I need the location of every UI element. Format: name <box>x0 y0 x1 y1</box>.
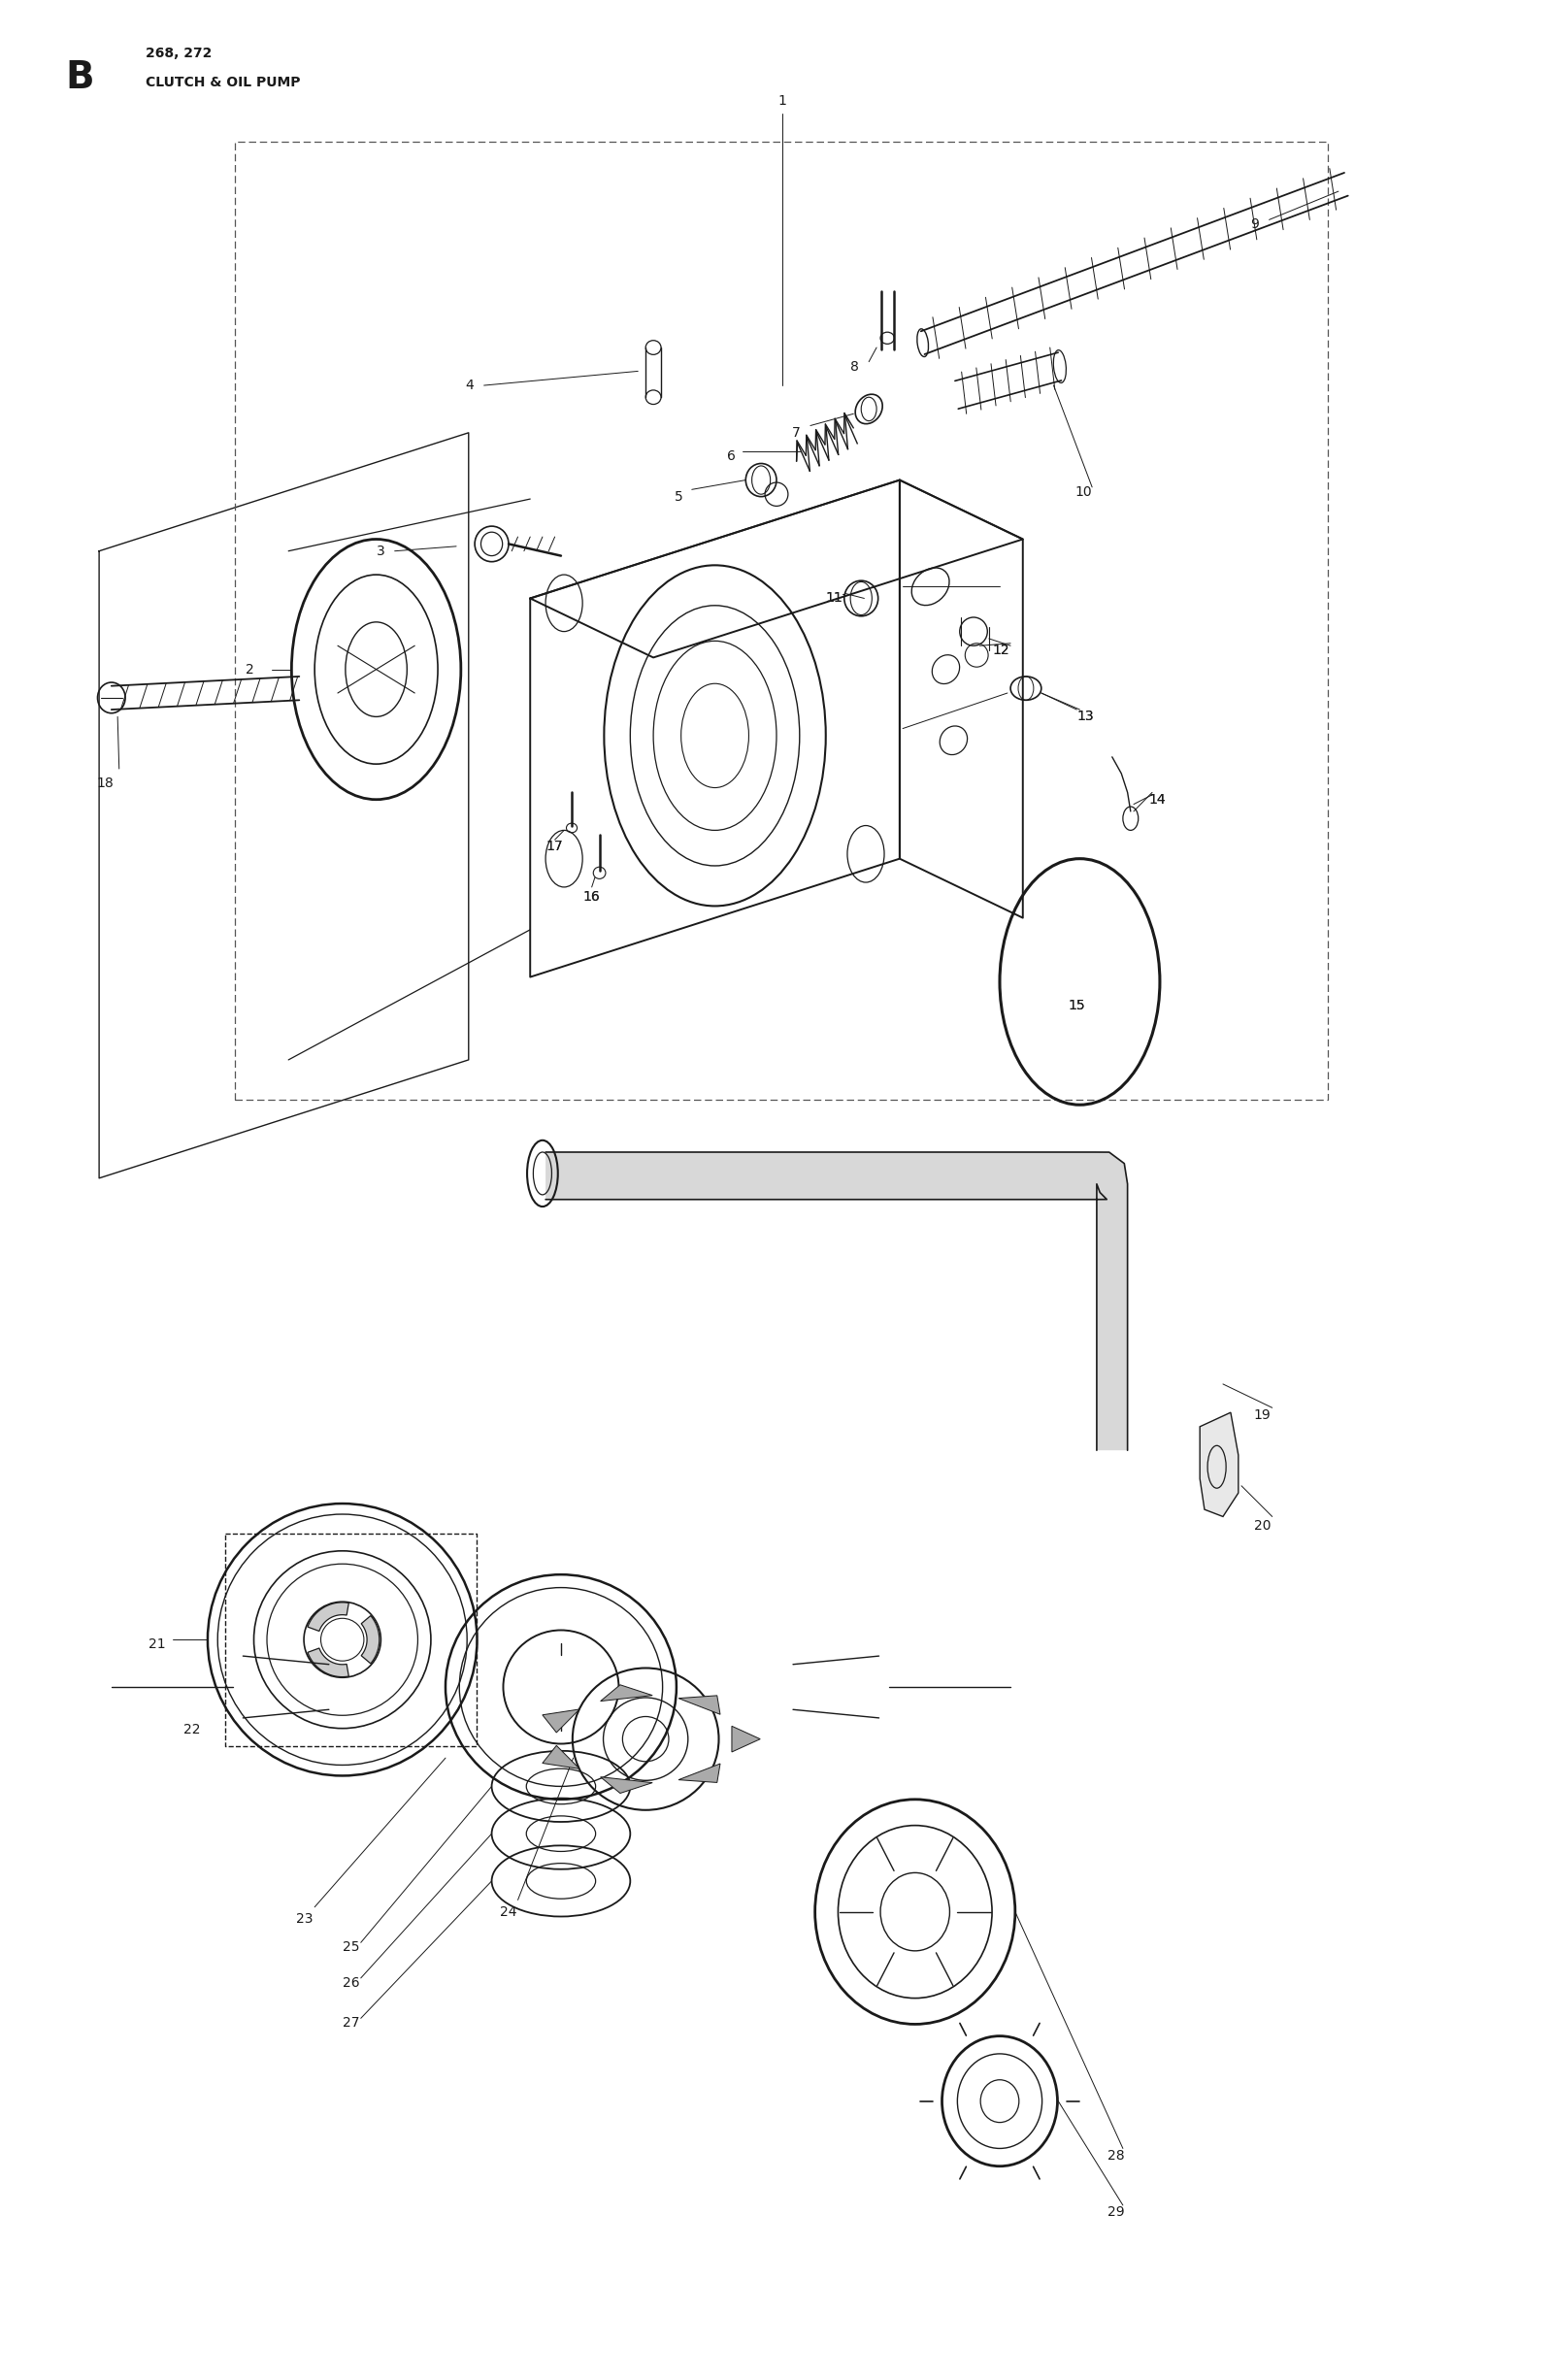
Text: 11: 11 <box>826 593 843 605</box>
Text: 1: 1 <box>778 95 787 107</box>
Polygon shape <box>362 1616 379 1664</box>
Text: 12: 12 <box>992 643 1009 657</box>
Text: 22: 22 <box>183 1723 200 1737</box>
Text: 27: 27 <box>342 2016 359 2030</box>
Text: 16: 16 <box>582 890 599 904</box>
Text: 3: 3 <box>376 545 385 557</box>
Text: 21: 21 <box>149 1637 166 1652</box>
Text: 20: 20 <box>1253 1518 1270 1533</box>
Polygon shape <box>679 1764 721 1783</box>
Text: 7: 7 <box>792 426 800 440</box>
Text: B: B <box>65 60 95 95</box>
Text: 17: 17 <box>545 840 562 854</box>
Text: 14: 14 <box>1149 793 1166 807</box>
Text: 2: 2 <box>245 662 253 676</box>
Text: 13: 13 <box>1076 709 1093 724</box>
Polygon shape <box>601 1685 652 1702</box>
Polygon shape <box>545 1152 1127 1449</box>
Text: 6: 6 <box>727 450 736 464</box>
Text: 11: 11 <box>826 593 843 605</box>
Text: 19: 19 <box>1253 1409 1270 1421</box>
Polygon shape <box>679 1695 721 1714</box>
Text: 10: 10 <box>1075 486 1092 500</box>
Text: 268, 272: 268, 272 <box>146 48 211 60</box>
Text: 15: 15 <box>1068 1000 1086 1011</box>
Polygon shape <box>307 1602 349 1630</box>
Text: 28: 28 <box>1107 2149 1124 2163</box>
Polygon shape <box>307 1647 349 1678</box>
Polygon shape <box>542 1709 579 1733</box>
Text: 24: 24 <box>500 1904 516 1918</box>
Text: 14: 14 <box>1149 793 1166 807</box>
Text: 23: 23 <box>297 1911 314 1925</box>
Polygon shape <box>1200 1411 1238 1516</box>
Text: CLUTCH & OIL PUMP: CLUTCH & OIL PUMP <box>146 76 300 88</box>
Polygon shape <box>542 1745 579 1768</box>
Text: 4: 4 <box>466 378 474 393</box>
Text: 16: 16 <box>582 890 599 904</box>
Text: 13: 13 <box>1076 709 1093 724</box>
Text: 25: 25 <box>342 1940 359 1954</box>
Text: 5: 5 <box>676 490 683 505</box>
Text: 8: 8 <box>851 359 859 374</box>
Text: 29: 29 <box>1107 2206 1124 2218</box>
Text: 17: 17 <box>545 840 562 854</box>
Text: 12: 12 <box>992 643 1009 657</box>
Polygon shape <box>731 1726 761 1752</box>
Text: 26: 26 <box>342 1975 359 1990</box>
Text: 15: 15 <box>1068 1000 1086 1011</box>
Text: 18: 18 <box>96 776 113 790</box>
Text: 9: 9 <box>1250 217 1259 231</box>
Polygon shape <box>601 1778 652 1792</box>
